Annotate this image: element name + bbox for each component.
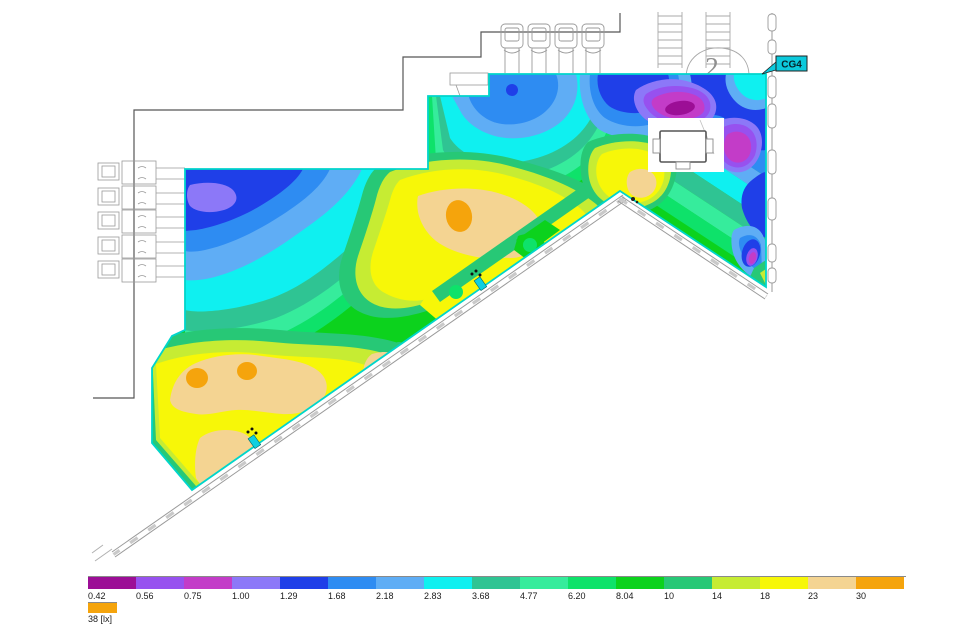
stair-ladder-icons [657, 12, 750, 85]
diagonal-wall-right [617, 195, 769, 300]
legend-tick-label: 6.20 [568, 591, 586, 601]
legend-swatch [88, 577, 136, 589]
legend-tick-label: 0.42 [88, 591, 106, 601]
legend-swatch [808, 577, 856, 589]
column-symbol [767, 149, 777, 175]
table-cutout [648, 118, 724, 172]
cg4-callout: CG4 [761, 55, 808, 75]
luminaire-symbol [97, 234, 185, 259]
spiral-stair-arc [685, 47, 750, 85]
luminaire-symbol [97, 258, 185, 283]
legend-swatch [184, 577, 232, 589]
legend: 0.42 0.56 0.75 1.00 1.29 1.68 2.18 2.83 3.68 4.77… [88, 576, 906, 601]
legend-swatch [376, 577, 424, 589]
table-icon [659, 130, 707, 163]
chair-icon [581, 23, 605, 73]
ladder-icon [705, 12, 731, 68]
legend-tick-label: 23 [808, 591, 819, 601]
legend-tick-label: 2.83 [424, 591, 442, 601]
building-outline [93, 13, 621, 399]
cg4-callout-box [775, 55, 808, 72]
legend-swatch [280, 577, 328, 589]
legend-tick-label: 1.68 [328, 591, 346, 601]
column-symbol [767, 197, 777, 221]
legend-tick-label: 1.00 [232, 591, 250, 601]
legend-swatch [232, 577, 280, 589]
chair-icons [500, 23, 605, 73]
legend-swatch [472, 577, 520, 589]
ladder-icon [657, 12, 683, 68]
wall-luminaire-symbols [97, 160, 185, 283]
legend-tick-label: 2.18 [376, 591, 394, 601]
legend-swatch [568, 577, 616, 589]
luminaire-symbol [97, 209, 185, 234]
legend-labels-row: 0.42 0.56 0.75 1.00 1.29 1.68 2.18 2.83 3.68 4.77… [88, 589, 906, 601]
column-symbol [767, 13, 777, 32]
legend-tick-label: 0.75 [184, 591, 202, 601]
legend-swatch [424, 577, 472, 589]
legend-max-swatch [88, 602, 117, 613]
column-symbol [767, 243, 777, 263]
cg4-callout-label: CG4 [781, 60, 802, 71]
diagonal-luminaire-marks [246, 197, 639, 450]
legend-tick-label: 0.56 [136, 591, 154, 601]
legend-tick-label: 4.77 [520, 591, 538, 601]
legend-swatch [616, 577, 664, 589]
legend-swatch [136, 577, 184, 589]
column-symbol [767, 103, 777, 129]
legend-tick-label: 30 [856, 591, 867, 601]
region-boundary [151, 73, 767, 492]
legend-tick-label: 10 [664, 591, 675, 601]
chair-icon [527, 23, 551, 73]
cg4-callout-pointer [761, 61, 777, 75]
legend-tick-label: 3.68 [472, 591, 490, 601]
chair-icon [554, 23, 578, 73]
legend-tick-label: 14 [712, 591, 723, 601]
legend-swatch [760, 577, 808, 589]
right-wall [767, 13, 777, 292]
chair-icon [500, 23, 524, 73]
diagonal-wall-left [91, 194, 627, 562]
legend-swatch [664, 577, 712, 589]
legend-tick-label: 18 [760, 591, 771, 601]
luminaire-symbol [97, 185, 185, 210]
column-symbol [767, 267, 777, 284]
legend-swatch [856, 577, 904, 589]
column-symbol [767, 39, 777, 55]
legend-swatch [328, 577, 376, 589]
legend-tick-label: 8.04 [616, 591, 634, 601]
luminaire-symbol [97, 160, 185, 185]
legend-max-label: 38 [lx] [88, 614, 113, 624]
legend-swatch [520, 577, 568, 589]
column-symbol [767, 75, 777, 99]
legend-swatch [712, 577, 760, 589]
legend-tick-label: 1.29 [280, 591, 298, 601]
legend-swatch-strip [88, 576, 906, 589]
